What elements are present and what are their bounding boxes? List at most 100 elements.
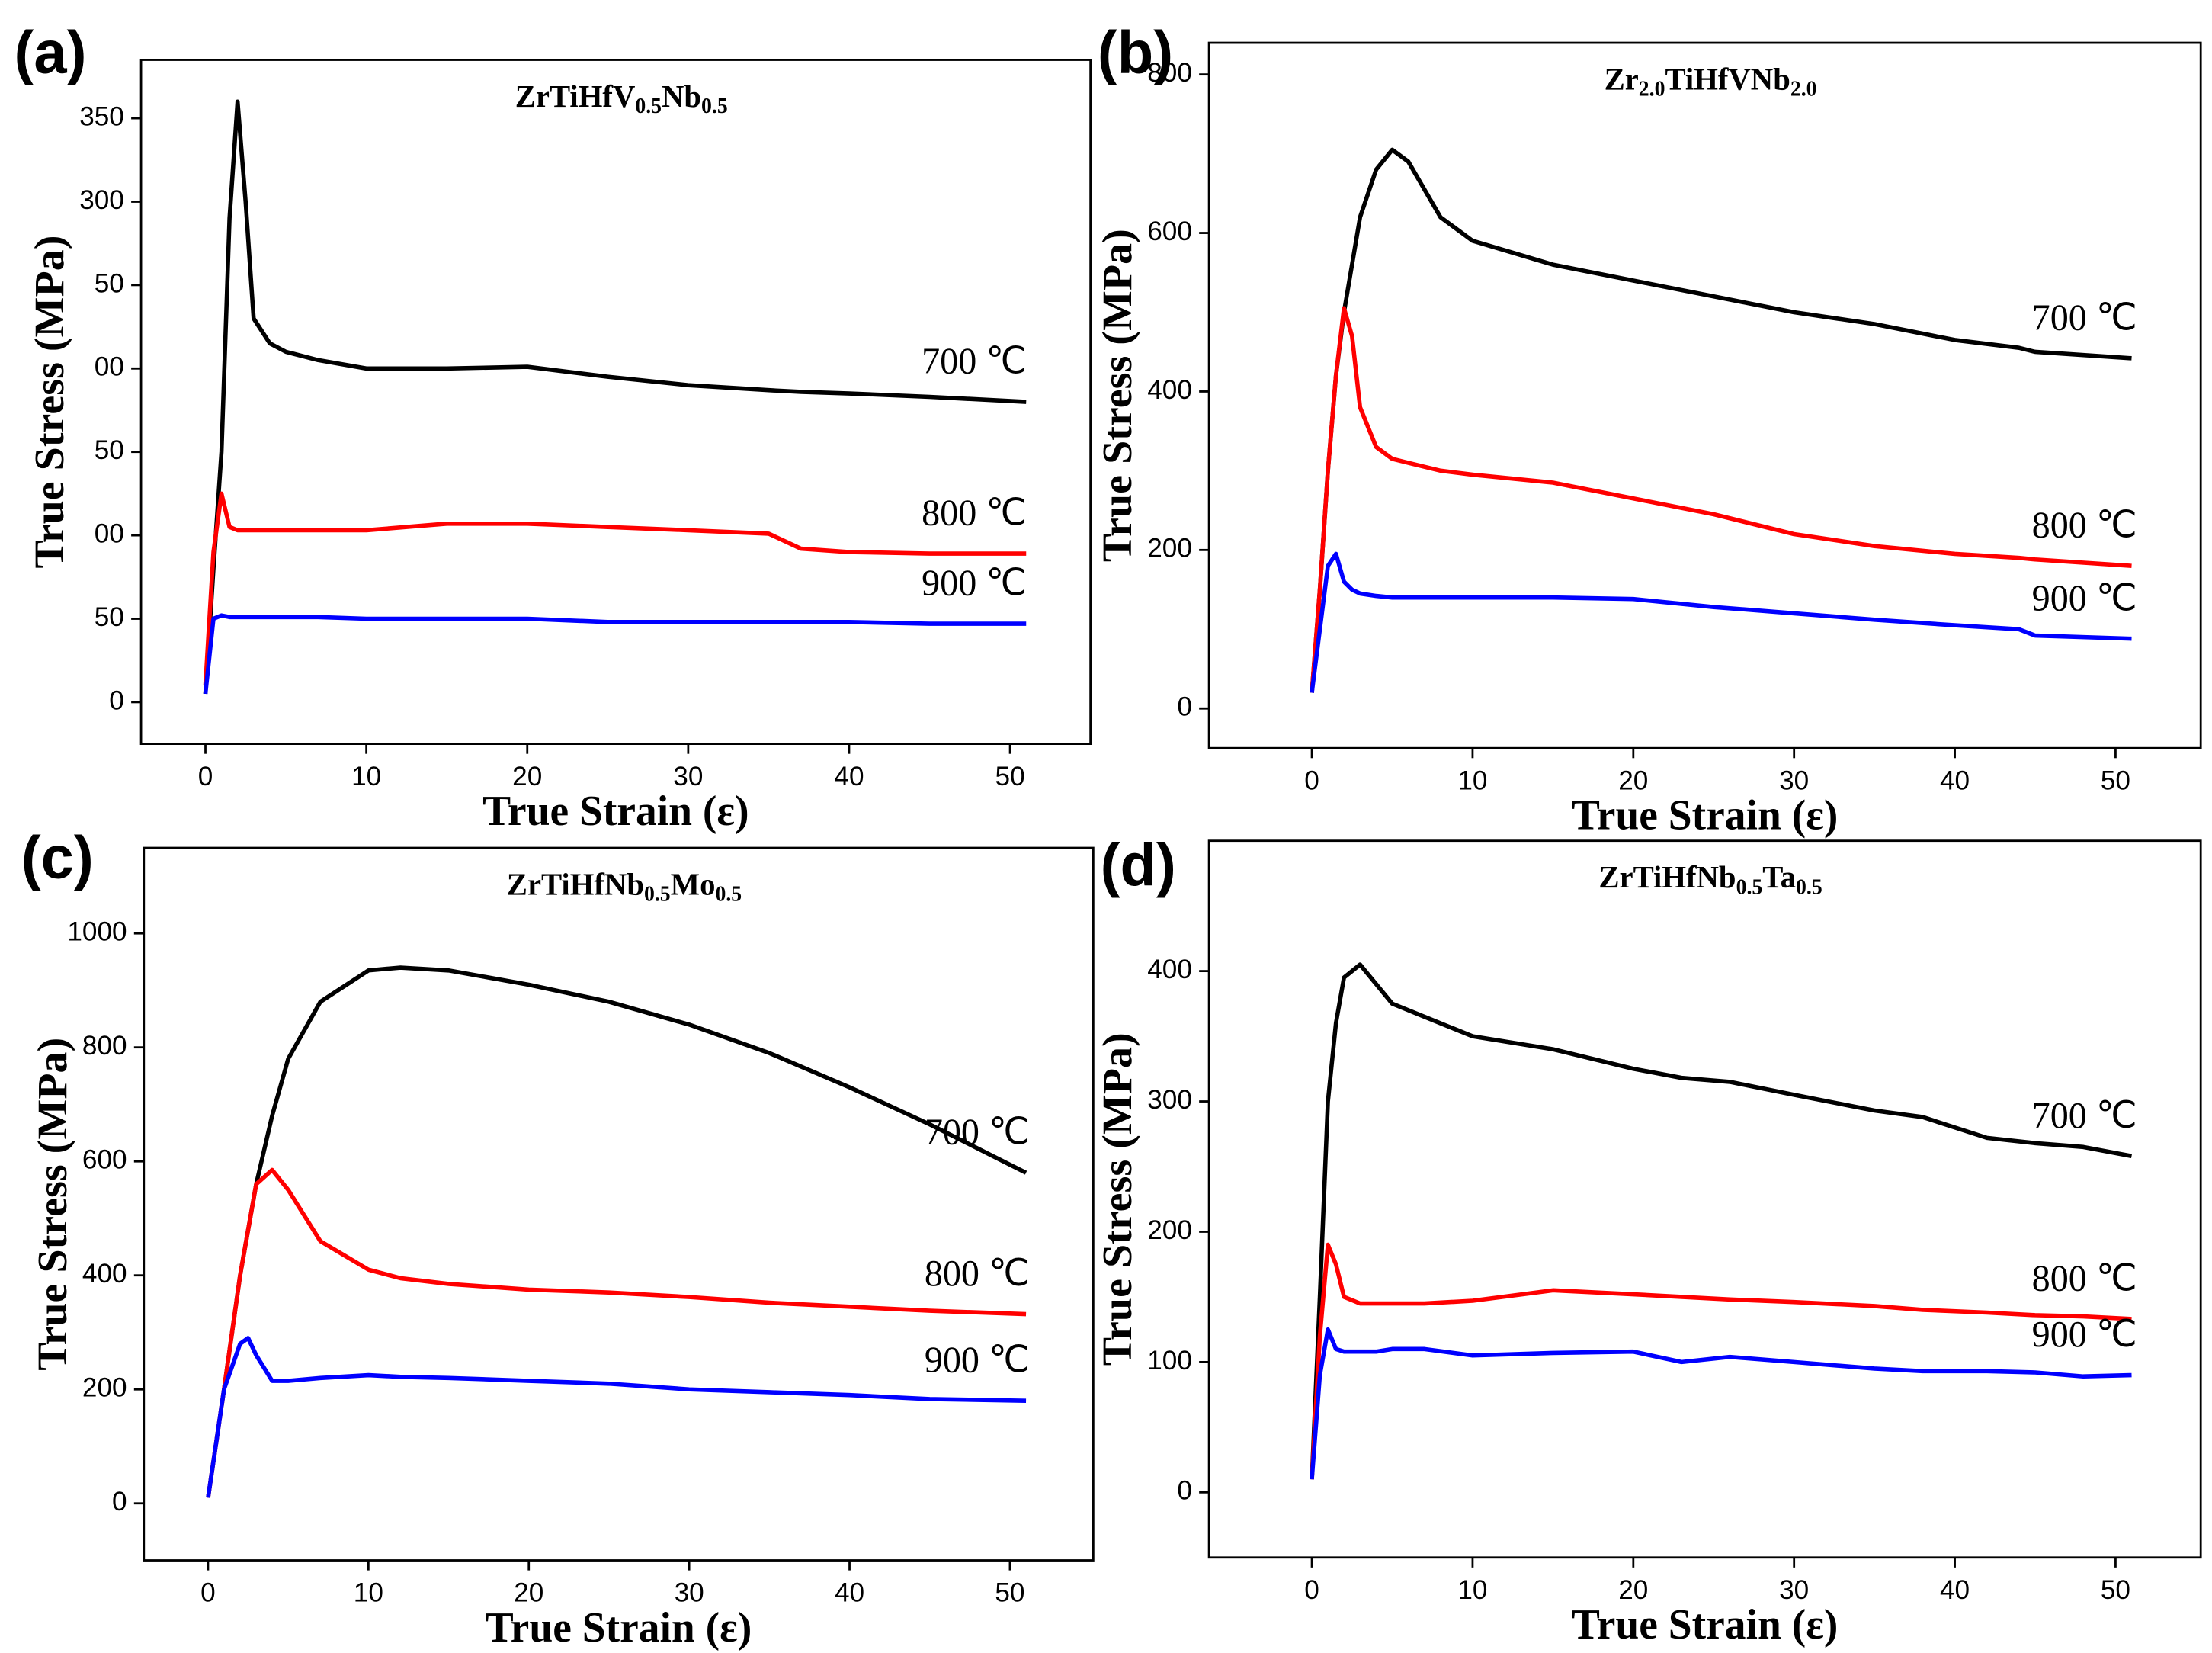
y-tick-label: 350 <box>79 101 124 131</box>
y-tick-label: 0 <box>1177 692 1192 721</box>
x-tick-label: 0 <box>1304 1575 1319 1605</box>
y-tick-label: 100 <box>1147 1346 1192 1375</box>
series-label: 700 ℃ <box>925 1112 1030 1153</box>
y-tick-label: 200 <box>1147 534 1192 563</box>
title-text: Nb <box>662 79 701 114</box>
x-tick-label: 20 <box>514 1578 543 1608</box>
series-label: 800 ℃ <box>925 1253 1030 1294</box>
y-tick-label: 1000 <box>67 916 127 946</box>
plot-frame <box>143 846 1095 1562</box>
y-axis-label: True Stress (MPa) <box>1094 229 1141 562</box>
y-axis-label: True Stress (MPa) <box>26 236 73 569</box>
x-tick-label: 50 <box>995 762 1025 791</box>
x-tick-label: 50 <box>2101 766 2130 795</box>
series-label: 700 ℃ <box>2032 1096 2137 1136</box>
x-tick-label: 50 <box>2101 1575 2130 1605</box>
y-tick-label: 300 <box>1147 1085 1192 1115</box>
title-subscript: 0.5 <box>635 95 662 118</box>
series-line <box>203 491 1027 686</box>
panel-label: (c) <box>21 823 94 891</box>
x-tick-label: 10 <box>1457 1575 1487 1605</box>
series-label: 900 ℃ <box>2032 578 2137 618</box>
y-tick-label: 400 <box>1147 955 1192 984</box>
x-tick-label: 40 <box>834 762 864 791</box>
y-tick-label: 50 <box>95 268 124 298</box>
series-line <box>206 965 1027 1498</box>
series-line <box>1310 551 2132 693</box>
series-line <box>1310 962 2133 1480</box>
x-tick-label: 0 <box>198 762 213 791</box>
title-text: Zr <box>1605 63 1639 97</box>
chart-title: Zr2.0TiHfVNb2.0 <box>1605 63 1817 101</box>
y-tick-label: 00 <box>95 352 124 382</box>
x-tick-label: 20 <box>1618 1575 1648 1605</box>
x-tick-label: 20 <box>512 762 542 791</box>
y-axis-label: True Stress (MPa) <box>29 1038 76 1371</box>
x-tick-label: 10 <box>354 1578 383 1608</box>
title-subscript: 0.5 <box>1736 876 1763 900</box>
title-text: ZrTiHfV <box>515 79 636 114</box>
x-axis-label: True Strain (ε) <box>482 788 749 835</box>
title-text: ZrTiHfNb <box>1598 860 1736 894</box>
y-axis-label: True Stress (MPa) <box>1094 1032 1141 1366</box>
y-tick-label: 0 <box>1177 1476 1192 1506</box>
x-axis-label: True Strain (ε) <box>1572 1601 1839 1648</box>
x-tick-label: 50 <box>995 1578 1024 1608</box>
chart-title: ZrTiHfNb0.5Mo0.5 <box>507 868 742 907</box>
x-tick-label: 30 <box>675 1578 704 1608</box>
series-line <box>203 99 1027 695</box>
title-text: TiHfVNb <box>1665 63 1790 97</box>
title-subscript: 0.5 <box>1796 876 1822 900</box>
series-line <box>1310 1242 2132 1480</box>
x-tick-label: 40 <box>835 1578 864 1608</box>
y-tick-label: 400 <box>1147 375 1192 405</box>
panel-label: (b) <box>1098 18 1173 85</box>
title-text: ZrTiHfNb <box>507 868 644 902</box>
plot-frame <box>139 59 1092 746</box>
x-tick-label: 10 <box>1457 766 1487 795</box>
series-line <box>1310 306 2132 693</box>
series-label: 700 ℃ <box>922 341 1027 381</box>
y-tick-label: 400 <box>82 1259 127 1289</box>
panel-label: (d) <box>1101 830 1176 897</box>
series-label: 700 ℃ <box>2032 297 2137 338</box>
chart-title: ZrTiHfNb0.5Ta0.5 <box>1598 860 1822 899</box>
series-line <box>206 1167 1027 1498</box>
series-label: 800 ℃ <box>2032 1258 2137 1298</box>
title-text: Ta <box>1762 860 1796 894</box>
y-tick-label: 800 <box>82 1031 127 1061</box>
y-tick-label: 200 <box>82 1372 127 1402</box>
series-label: 800 ℃ <box>922 493 1027 534</box>
plot-frame <box>1207 839 2202 1559</box>
series-line <box>203 613 1027 695</box>
y-tick-label: 00 <box>95 518 124 548</box>
x-tick-label: 20 <box>1618 766 1648 795</box>
y-tick-label: 50 <box>95 435 124 465</box>
chart-title: ZrTiHfV0.5Nb0.5 <box>515 79 728 118</box>
x-tick-label: 40 <box>1940 766 1970 795</box>
y-tick-label: 50 <box>95 602 124 632</box>
y-tick-label: 200 <box>1147 1215 1192 1245</box>
y-tick-label: 0 <box>109 685 124 715</box>
x-tick-label: 40 <box>1940 1575 1970 1605</box>
title-subscript: 0.5 <box>644 883 671 907</box>
x-axis-label: True Strain (ε) <box>1572 791 1839 839</box>
title-subscript: 0.5 <box>715 883 742 907</box>
plot-frame <box>1207 41 2202 749</box>
series-line <box>1310 147 2132 693</box>
x-tick-label: 30 <box>673 762 703 791</box>
title-subscript: 0.5 <box>701 95 728 118</box>
series-line <box>206 1336 1027 1498</box>
series-label: 800 ℃ <box>2032 505 2137 545</box>
x-tick-label: 0 <box>1304 766 1319 795</box>
x-tick-label: 10 <box>351 762 381 791</box>
title-text: Mo <box>671 868 716 902</box>
series-label: 900 ℃ <box>925 1340 1030 1381</box>
y-tick-label: 800 <box>1147 58 1192 88</box>
series-line <box>1310 1327 2132 1480</box>
x-axis-label: True Strain (ε) <box>486 1604 752 1651</box>
title-subscript: 2.0 <box>1639 78 1665 101</box>
y-tick-label: 600 <box>1147 217 1192 246</box>
x-tick-label: 30 <box>1779 766 1809 795</box>
